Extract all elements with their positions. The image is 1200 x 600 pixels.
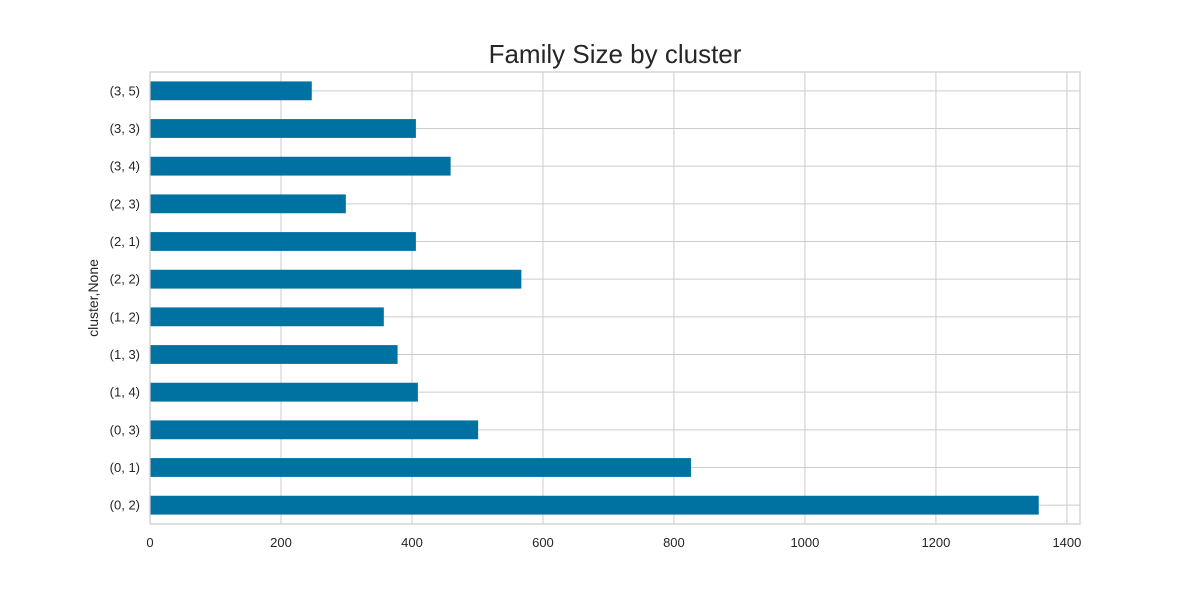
bar	[150, 420, 479, 440]
x-tick-label: 800	[663, 535, 685, 550]
grid	[149, 72, 1080, 524]
y-tick-label: (3, 5)	[110, 83, 140, 98]
y-tick-label: (3, 4)	[110, 159, 140, 174]
bar	[150, 382, 418, 402]
x-tick-label: 200	[270, 535, 292, 550]
y-tick-label: (0, 3)	[110, 422, 140, 437]
y-tick-label: (2, 2)	[110, 272, 140, 287]
bar	[150, 156, 451, 176]
y-tick-label: (2, 3)	[110, 196, 140, 211]
bar	[150, 232, 416, 251]
x-tick-label: 1400	[1052, 535, 1081, 550]
bar	[150, 119, 416, 138]
bar	[150, 458, 691, 477]
x-tick-labels: 0 200 400 600 800 1000 1200 1400	[146, 535, 1081, 550]
bars	[150, 81, 1039, 515]
x-tick-label: 0	[146, 535, 153, 550]
y-tick-label: (0, 1)	[110, 460, 140, 475]
y-axis-label: cluster,None	[85, 259, 101, 337]
y-tick-label: (1, 4)	[110, 385, 140, 400]
y-tick-label: (3, 3)	[110, 121, 140, 136]
y-tick-label: (2, 1)	[110, 234, 140, 249]
bar	[150, 345, 398, 364]
x-tick-label: 1000	[790, 535, 819, 550]
bar	[150, 81, 312, 101]
bar	[150, 269, 522, 289]
x-tick-label: 400	[401, 535, 423, 550]
bar	[150, 495, 1039, 515]
plot-frame	[149, 71, 1081, 525]
bar	[150, 194, 346, 214]
y-tick-label: (0, 2)	[110, 498, 140, 513]
y-tick-label: (1, 2)	[110, 309, 140, 324]
y-tick-labels: (0, 2) (0, 1) (0, 3) (1, 4) (1, 3) (1, 2) (2, …	[110, 83, 140, 512]
bar	[150, 307, 384, 327]
y-tick-label: (1, 3)	[110, 347, 140, 362]
x-tick-label: 1200	[921, 535, 950, 550]
x-tick-label: 600	[532, 535, 554, 550]
chart-title: Family Size by cluster	[489, 39, 742, 69]
